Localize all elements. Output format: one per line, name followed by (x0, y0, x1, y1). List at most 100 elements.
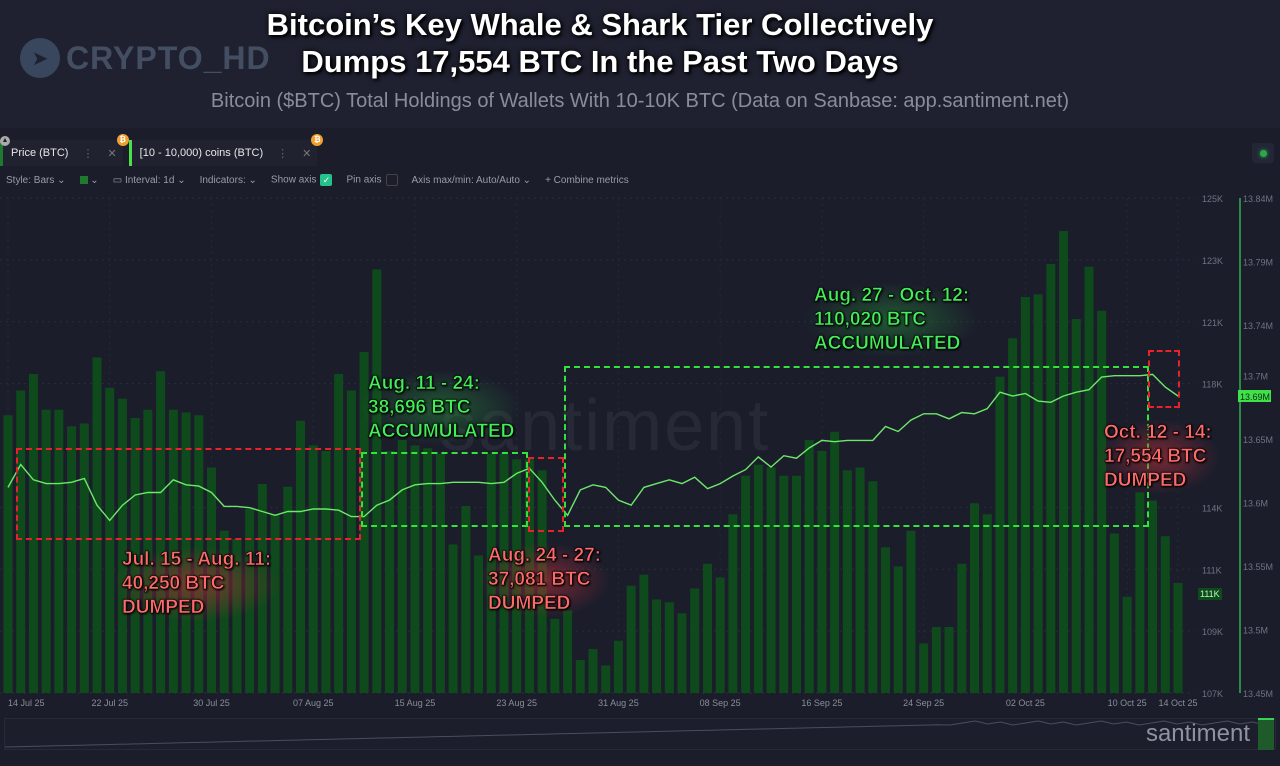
title-line-2: Dumps 17,554 BTC In the Past Two Days (301, 44, 899, 79)
price-bar (308, 445, 318, 693)
metric-chip-holdings[interactable]: [10 - 10,000) coins (BTC) ⋮ ✕ ₿ (128, 134, 324, 166)
title-line-1: Bitcoin’s Key Whale & Shark Tier Collect… (266, 7, 934, 42)
show-axis-label: Show axis (270, 174, 317, 186)
price-bar (601, 665, 611, 693)
logo: ➤ CRYPTO_HD (20, 38, 271, 78)
price-bar (881, 547, 890, 693)
price-bar (105, 387, 115, 693)
price-bar (359, 352, 369, 693)
price-bar (397, 440, 407, 693)
price-bar (346, 390, 356, 693)
price-bar (919, 643, 929, 693)
status-dot-icon (1259, 149, 1267, 157)
x-axis-tick-label: 24 Sep 25 (903, 698, 944, 708)
dump-box-5 (1148, 350, 1180, 408)
checkbox-checked-icon[interactable]: ✓ (320, 174, 333, 186)
close-icon[interactable]: ✕ (302, 147, 312, 160)
metric-chip-price[interactable]: ▲ Price (BTC) ⋮ ✕ ₿ (0, 134, 129, 166)
annotation-line: ACCUMULATED (814, 333, 961, 355)
style-dropdown[interactable]: Style: Bars ⌄ (6, 174, 66, 186)
right-axis-tick-label: 13.79M (1243, 257, 1273, 267)
left-axis-tick-label: 125K (1202, 194, 1223, 204)
annotation-accumulate-4: Aug. 27 - Oct. 12: 110,020 BTC ACCUMULATED (804, 282, 980, 358)
price-bar (982, 514, 992, 693)
price-bar (54, 409, 64, 693)
checkbox-icon[interactable] (385, 174, 398, 186)
price-bar (1020, 297, 1030, 693)
more-icon[interactable]: ⋮ (277, 147, 289, 160)
metric-legend: ▲ Price (BTC) ⋮ ✕ ₿ [10 - 10,000) coins (BTC… (0, 134, 324, 166)
price-bar (728, 514, 738, 693)
dump-box-3 (528, 457, 564, 532)
style-label: Style: Bars (6, 174, 55, 186)
pin-axis-toggle[interactable]: Pin axis (346, 174, 398, 186)
left-axis-tick-label: 114K (1202, 503, 1222, 513)
price-bar (67, 426, 77, 693)
price-bar (1033, 294, 1043, 693)
more-icon[interactable]: ⋮ (82, 147, 94, 160)
price-bar (957, 563, 967, 693)
pin-axis-label: Pin axis (346, 174, 382, 186)
calendar-icon: ▭ (112, 174, 123, 186)
price-bar (906, 530, 916, 693)
price-bar (944, 627, 954, 693)
price-bar (753, 464, 763, 693)
right-axis-tick-label: 13.55M (1243, 562, 1273, 572)
price-bar (842, 470, 852, 693)
metric-label: Price (BTC) (11, 147, 69, 159)
dump-box-1 (16, 448, 361, 540)
x-axis-tick-label: 15 Aug 25 (395, 698, 436, 708)
price-bar (970, 503, 980, 693)
price-bar (385, 451, 395, 693)
navigator-preview (4, 720, 1266, 748)
header: ➤ CRYPTO_HD Bitcoin’s Key Whale & Shark T… (0, 0, 1280, 128)
price-bar (117, 398, 127, 693)
price-bar (830, 431, 840, 693)
x-axis-tick-label: 10 Oct 25 (1108, 698, 1147, 708)
x-axis-tick-label: 14 Oct 25 (1158, 698, 1197, 708)
annotation-dump-5: Oct. 12 - 14: 17,554 BTC DUMPED (1096, 419, 1220, 495)
x-axis-tick-label: 02 Oct 25 (1006, 698, 1045, 708)
annotation-line: Jul. 15 - Aug. 11: (122, 549, 272, 571)
price-bar (474, 555, 484, 693)
annotation-line: Aug. 27 - Oct. 12: (814, 285, 970, 307)
price-bar (372, 269, 382, 693)
price-bar (1122, 596, 1132, 693)
accumulate-box-4 (564, 366, 1149, 527)
close-icon[interactable]: ✕ (107, 147, 117, 160)
x-axis-tick-label: 22 Jul 25 (91, 698, 128, 708)
price-bar (613, 640, 623, 693)
price-bar (931, 627, 941, 693)
right-axis-tick-label: 13.65M (1243, 435, 1273, 445)
right-axis-tick-label: 13.84M (1243, 194, 1273, 204)
price-bar (741, 475, 751, 693)
right-axis-tick-label: 13.7M (1243, 372, 1268, 382)
price-bar (690, 588, 700, 693)
annotation-line: Aug. 24 - 27: (488, 545, 601, 567)
show-axis-toggle[interactable]: Show axis ✓ (271, 174, 333, 186)
price-bar (435, 453, 445, 693)
current-holdings-value: 13.69M (1240, 392, 1270, 402)
live-toggle-button[interactable] (1252, 143, 1274, 163)
price-bar (1071, 319, 1081, 693)
indicators-dropdown[interactable]: Indicators: ⌄ (199, 174, 257, 186)
price-bar (550, 618, 560, 693)
price-bar (1135, 492, 1145, 693)
annotation-line: Oct. 12 - 14: (1104, 422, 1212, 444)
combine-metrics-button[interactable]: + Combine metrics (545, 174, 629, 186)
price-bar (283, 486, 293, 693)
interval-dropdown[interactable]: ▭ Interval: 1d ⌄ (112, 174, 186, 186)
axis-maxmin-dropdown[interactable]: Axis max/min: Auto/Auto ⌄ (411, 174, 532, 186)
time-navigator[interactable] (4, 718, 1276, 750)
x-axis-tick-label: 16 Sep 25 (801, 698, 842, 708)
price-bar (28, 374, 38, 693)
color-dropdown[interactable]: ⌄ (79, 175, 99, 186)
current-price-badge (1198, 588, 1222, 600)
left-axis-tick-label: 109K (1202, 627, 1223, 637)
x-axis-tick-label: 30 Jul 25 (193, 698, 230, 708)
holdings-line (7, 373, 1179, 522)
annotation-dump-3: Aug. 24 - 27: 37,081 BTC DUMPED (478, 542, 611, 618)
price-bar (1173, 583, 1183, 693)
right-axis-tick-label: 13.5M (1243, 626, 1268, 636)
navigator-handle[interactable] (1258, 718, 1274, 750)
